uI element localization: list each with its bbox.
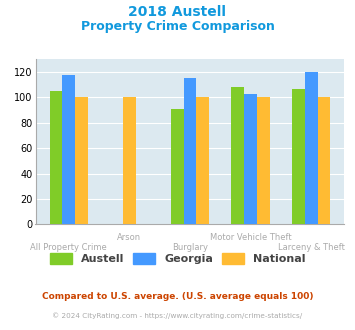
Bar	[171, 109, 184, 224]
Bar	[75, 97, 88, 224]
Text: Motor Vehicle Theft: Motor Vehicle Theft	[210, 233, 291, 242]
Text: Property Crime Comparison: Property Crime Comparison	[81, 20, 274, 33]
Bar	[231, 87, 244, 224]
Text: Compared to U.S. average. (U.S. average equals 100): Compared to U.S. average. (U.S. average …	[42, 292, 313, 301]
Bar	[62, 75, 75, 224]
Bar	[123, 97, 136, 224]
Bar	[318, 97, 330, 224]
Bar	[184, 79, 196, 224]
Text: © 2024 CityRating.com - https://www.cityrating.com/crime-statistics/: © 2024 CityRating.com - https://www.city…	[53, 312, 302, 318]
Text: Larceny & Theft: Larceny & Theft	[278, 243, 345, 251]
Bar	[305, 72, 318, 224]
Text: 2018 Austell: 2018 Austell	[129, 5, 226, 19]
Text: Burglary: Burglary	[172, 243, 208, 251]
Bar	[50, 91, 62, 224]
Bar	[244, 94, 257, 224]
Text: All Property Crime: All Property Crime	[30, 243, 107, 251]
Legend: Austell, Georgia, National: Austell, Georgia, National	[50, 253, 305, 265]
Bar	[196, 97, 209, 224]
Bar	[257, 97, 270, 224]
Bar	[292, 88, 305, 224]
Text: Arson: Arson	[117, 233, 141, 242]
